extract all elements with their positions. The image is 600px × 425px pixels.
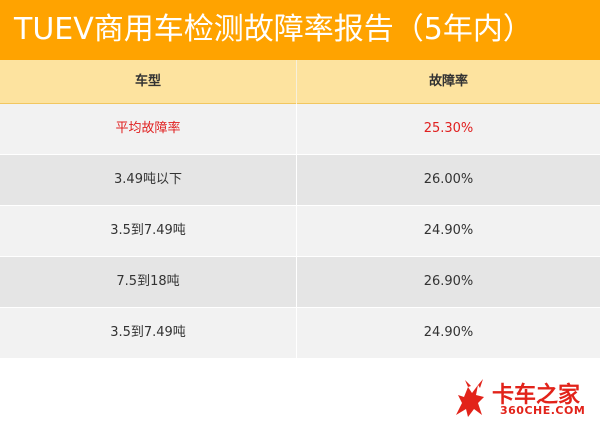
vehicle-type-cell: 3.5到7.49吨: [110, 223, 186, 238]
header-vehicle-type: 车型: [134, 74, 161, 89]
table-row: 3.5到7.49吨 24.90%: [0, 206, 600, 257]
failure-rate-cell: 26.90%: [296, 257, 600, 307]
failure-rate-cell: 24.90%: [296, 206, 600, 256]
vehicle-type-cell: 平均故障率: [115, 121, 181, 136]
failure-rate-cell: 24.90%: [296, 308, 600, 358]
table-row-average: 平均故障率 25.30%: [0, 104, 600, 155]
vehicle-type-cell: 7.5到18吨: [116, 274, 180, 289]
header-failure-rate: 故障率: [296, 60, 600, 104]
table-header: 车型 故障率: [0, 60, 600, 104]
table-row: 3.5到7.49吨 24.90%: [0, 308, 600, 359]
table-row: 3.49吨以下 26.00%: [0, 155, 600, 206]
site-watermark: 卡车之家 360CHE.COM: [452, 377, 592, 419]
vehicle-type-cell: 3.5到7.49吨: [110, 325, 186, 340]
table-body: 平均故障率 25.30% 3.49吨以下 26.00% 3.5到7.49吨 24…: [0, 104, 600, 359]
failure-rate-cell: 25.30%: [296, 104, 600, 154]
vehicle-type-cell: 3.49吨以下: [114, 172, 182, 187]
bull-icon: [456, 379, 484, 417]
watermark-domain: 360CHE.COM: [500, 404, 586, 417]
page-title: TUEV商用车检测故障率报告（5年内）: [0, 0, 600, 60]
failure-rate-cell: 26.00%: [296, 155, 600, 205]
table-row: 7.5到18吨 26.90%: [0, 257, 600, 308]
watermark-brand: 卡车之家: [492, 383, 581, 408]
